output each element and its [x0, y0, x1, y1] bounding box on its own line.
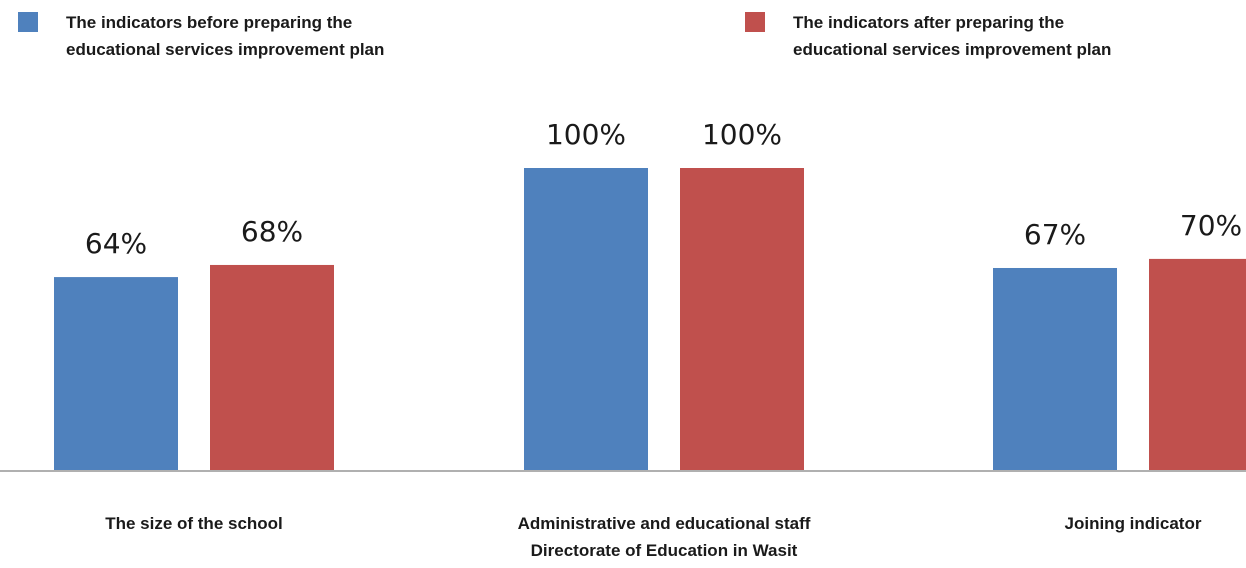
bar-2-1: [1149, 258, 1246, 471]
value-label-0-1: 68%: [241, 215, 303, 248]
category-label-2-line-0: Joining indicator: [1065, 514, 1202, 533]
value-labels: 64% 68% 100% 100% 67% 70%: [85, 118, 1242, 260]
legend: The indicators before preparing the educa…: [18, 12, 1111, 59]
legend-label-1-line-0: The indicators after preparing the: [793, 13, 1064, 32]
bar-1-1: [680, 168, 804, 471]
value-label-2-0: 67%: [1024, 218, 1086, 251]
bar-2-0: [993, 267, 1117, 471]
category-label-1-line-1: Directorate of Education in Wasit: [531, 541, 798, 560]
value-label-1-0: 100%: [546, 118, 626, 151]
legend-swatch-0: [18, 12, 38, 32]
value-label-2-1: 70%: [1180, 209, 1242, 242]
legend-swatch-1: [745, 12, 765, 32]
value-label-0-0: 64%: [85, 227, 147, 260]
bar-0-1: [210, 264, 334, 471]
bar-1-0: [524, 168, 648, 471]
value-label-1-1: 100%: [702, 118, 782, 151]
category-label-0-line-0: The size of the school: [105, 514, 283, 533]
legend-label-1-line-1: educational services improvement plan: [793, 40, 1111, 59]
bars: [54, 168, 1246, 471]
legend-label-0-line-0: The indicators before preparing the: [66, 13, 352, 32]
category-label-1-line-0: Administrative and educational staff: [518, 514, 811, 533]
legend-label-0-line-1: educational services improvement plan: [66, 40, 384, 59]
bar-0-0: [54, 277, 178, 471]
category-labels: The size of the school Administrative and…: [105, 514, 1202, 560]
